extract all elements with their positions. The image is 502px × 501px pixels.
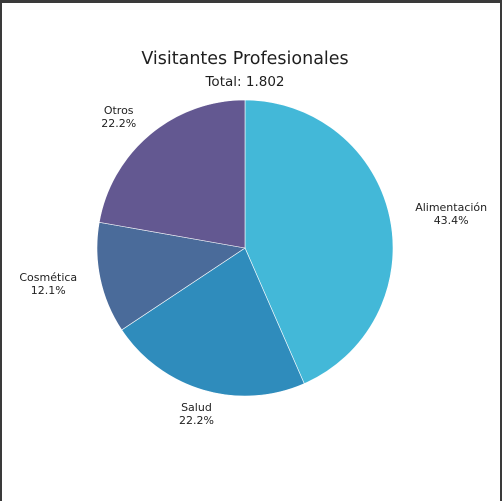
pie-label-otros: Otros 22.2% [101, 104, 136, 130]
pie-slice-alimentación [244, 99, 394, 385]
chart-subtitle: Total: 1.802 [204, 74, 284, 90]
pie-slice-otros [98, 99, 246, 249]
pie-label-cosmética: Cosmética 12.1% [19, 271, 77, 297]
pie-label-salud: Salud 22.2% [179, 401, 214, 427]
pie-label-alimentación: Alimentación 43.4% [415, 201, 487, 227]
chart-title: Visitantes Profesionales [141, 49, 348, 69]
pie-slices [96, 99, 394, 397]
pie-labels: Alimentación 43.4% Salud 22.2% Cosmética 12.1… [19, 104, 487, 427]
pie-slice-cosmética [96, 221, 246, 331]
pie-slice-salud [121, 247, 305, 397]
